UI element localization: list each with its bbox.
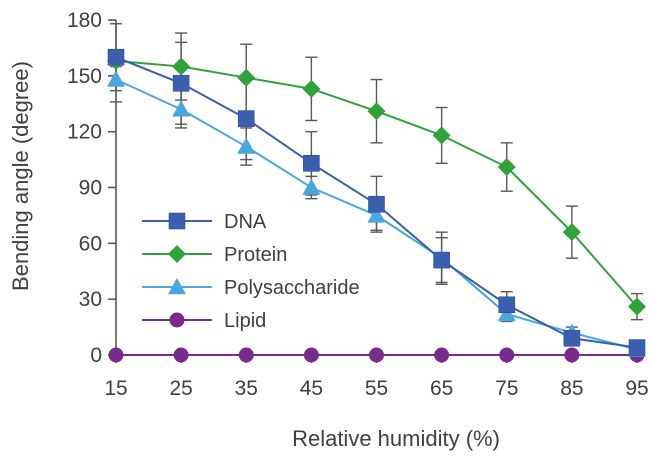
polysaccharide-data-point [172, 100, 191, 117]
y-tick-label: 180 [67, 9, 102, 32]
x-tick-label: 55 [365, 377, 388, 400]
lipid-data-point [303, 347, 319, 363]
lipid-data-point [564, 347, 580, 363]
y-tick-label: 150 [67, 65, 102, 88]
error-bars [110, 23, 643, 354]
legend-lipid-label: Lipid [224, 310, 266, 332]
polysaccharide-data-point [367, 206, 386, 223]
dna-data-point [368, 195, 385, 213]
x-tick-label: 65 [430, 377, 453, 400]
legend: DNA Protein Polysaccharide Lipid [142, 211, 360, 332]
legend-polysaccharide-label: Polysaccharide [224, 277, 360, 299]
x-tick-label: 75 [495, 377, 518, 400]
dna-data-point [563, 329, 581, 347]
y-tick-label: 30 [79, 288, 102, 311]
lipid-data-point [434, 347, 450, 363]
protein-data-point [562, 223, 581, 242]
x-tick-label: 85 [560, 377, 583, 400]
y-axis-title: Bending angle (degree) [8, 61, 33, 291]
series-group [107, 48, 646, 363]
x-tick-label: 35 [235, 377, 258, 400]
x-tick-label: 95 [625, 377, 648, 400]
x-tick-label: 25 [169, 377, 192, 400]
y-tick-label: 90 [79, 177, 102, 200]
x-tick-label: 15 [104, 377, 127, 400]
y-tick-label: 120 [67, 121, 102, 144]
protein-data-point [367, 102, 386, 121]
protein-data-point [497, 158, 516, 177]
dna-data-point [628, 339, 646, 356]
lipid-data-point [369, 347, 384, 363]
polysaccharide-data-point [237, 137, 256, 154]
lipid-data-point [499, 347, 515, 363]
dna-data-point [237, 110, 255, 127]
polysaccharide-data-point [497, 305, 516, 322]
legend-lipid-marker [169, 312, 185, 328]
dna-data-point [107, 48, 125, 66]
dna-data-point [433, 251, 450, 269]
dna-data-point [303, 155, 320, 172]
legend-polysaccharide-marker [168, 278, 186, 295]
protein-data-point [628, 297, 646, 316]
y-tick-label: 0 [90, 344, 102, 367]
dna-data-point [172, 74, 190, 92]
legend-dna-marker [168, 212, 186, 230]
legend-dna-label: DNA [224, 211, 267, 233]
lipid-data-point [173, 347, 189, 363]
x-axis-title: Relative humidity (%) [292, 426, 500, 451]
lipid-data-point [238, 347, 254, 363]
legend-protein-marker [168, 245, 186, 263]
legend-protein-label: Protein [224, 244, 287, 266]
y-tick-label: 60 [79, 232, 102, 255]
protein-data-point [237, 68, 256, 87]
dna-data-point [498, 296, 516, 314]
polysaccharide-data-point [107, 70, 125, 87]
protein-data-point [302, 79, 321, 98]
protein-data-point [172, 57, 191, 76]
axes: 0 30 60 90 120 150 180 15 25 35 45 55 65 75 85 95 [67, 9, 649, 400]
lipid-data-point [108, 347, 124, 363]
polysaccharide-data-point [302, 178, 321, 195]
protein-data-point [432, 126, 451, 145]
x-tick-label: 45 [300, 377, 323, 400]
